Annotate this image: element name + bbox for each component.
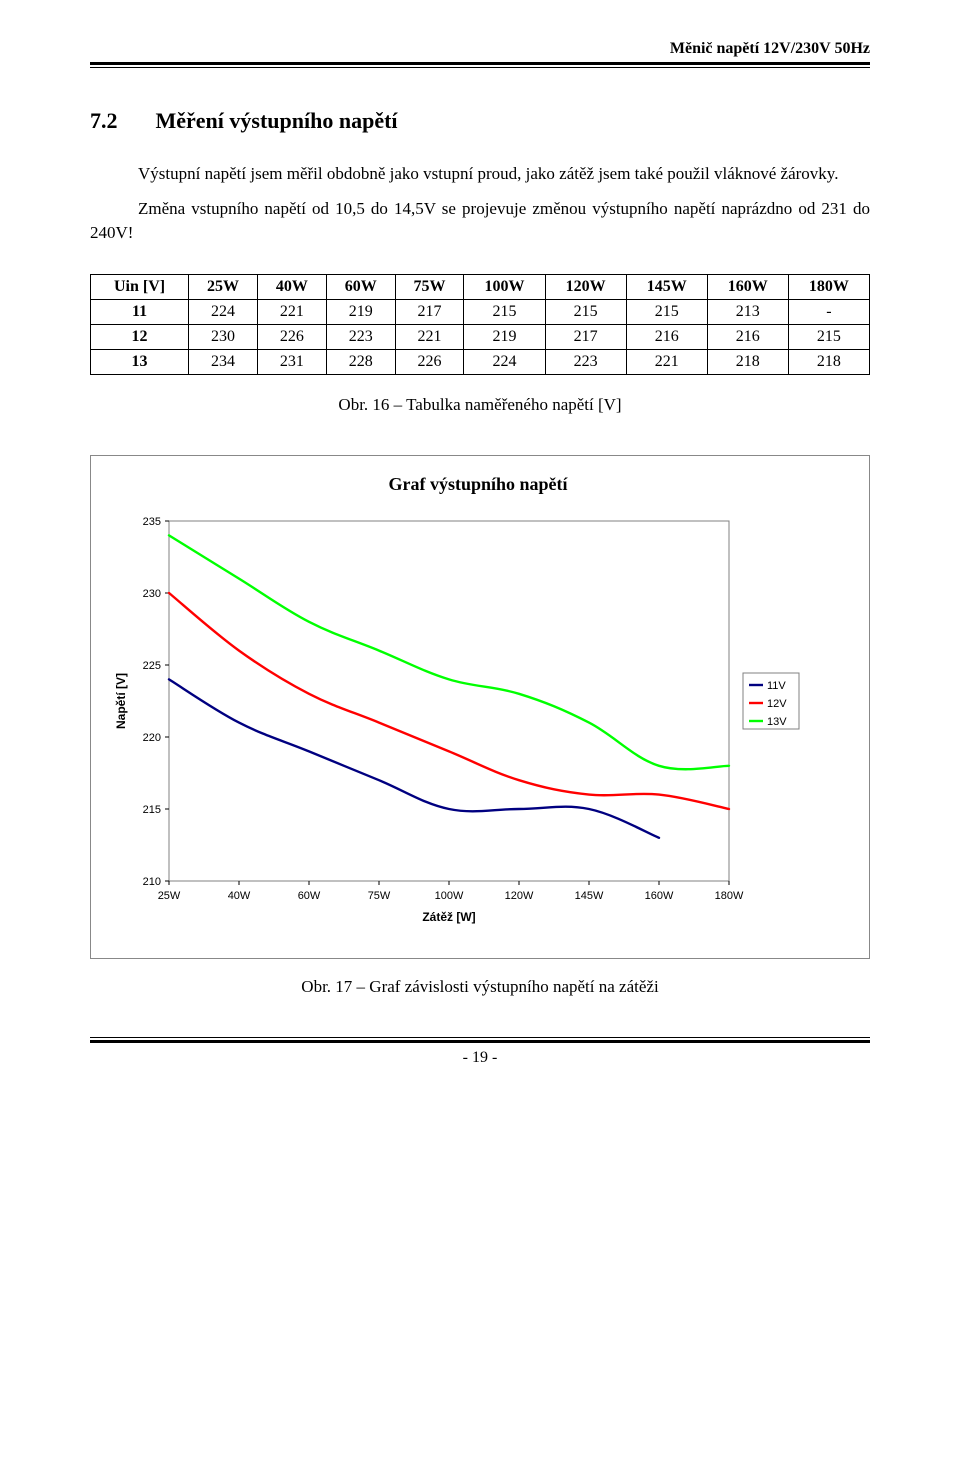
table-col-uin: Uin [V] [91, 274, 189, 299]
footer-rule [90, 1037, 870, 1043]
paragraph-2: Změna vstupního napětí od 10,5 do 14,5V … [90, 197, 870, 246]
svg-text:120W: 120W [505, 890, 534, 902]
chart-caption: Obr. 17 – Graf závislosti výstupního nap… [90, 977, 870, 997]
table-col-load: 60W [326, 274, 395, 299]
table-col-load: 180W [788, 274, 869, 299]
table-cell: 234 [189, 349, 258, 374]
table-col-load: 120W [545, 274, 626, 299]
svg-text:225: 225 [143, 660, 161, 672]
table-rowhead: 12 [91, 324, 189, 349]
svg-text:235: 235 [143, 516, 161, 528]
table-col-load: 100W [464, 274, 545, 299]
svg-text:40W: 40W [228, 890, 251, 902]
table-col-load: 75W [395, 274, 464, 299]
table-cell: - [788, 299, 869, 324]
chart-container: Graf výstupního napětí 210 215 220 225 230 23… [90, 455, 870, 959]
header-rule [90, 62, 870, 68]
table-col-load: 40W [257, 274, 326, 299]
svg-text:25W: 25W [158, 890, 181, 902]
table-cell: 226 [395, 349, 464, 374]
running-head: Měnič napětí 12V/230V 50Hz [90, 40, 870, 58]
table-row: 13234231228226224223221218218 [91, 349, 870, 374]
svg-text:60W: 60W [298, 890, 321, 902]
svg-text:Napětí [V]: Napětí [V] [114, 673, 128, 729]
table-cell: 216 [707, 324, 788, 349]
svg-text:180W: 180W [715, 890, 744, 902]
table-cell: 215 [545, 299, 626, 324]
table-row: 12230226223221219217216216215 [91, 324, 870, 349]
paragraph-1: Výstupní napětí jsem měřil obdobně jako … [90, 162, 870, 187]
svg-text:210: 210 [143, 876, 161, 888]
svg-text:12V: 12V [767, 698, 787, 710]
table-cell: 231 [257, 349, 326, 374]
svg-text:100W: 100W [435, 890, 464, 902]
svg-text:230: 230 [143, 588, 161, 600]
table-col-load: 25W [189, 274, 258, 299]
table-cell: 221 [395, 324, 464, 349]
voltage-table: Uin [V]25W40W60W75W100W120W145W160W180W … [90, 274, 870, 375]
table-cell: 215 [464, 299, 545, 324]
table-cell: 213 [707, 299, 788, 324]
table-cell: 219 [464, 324, 545, 349]
table-cell: 218 [788, 349, 869, 374]
section-number: 7.2 [90, 108, 150, 134]
table-cell: 226 [257, 324, 326, 349]
svg-text:Zátěž [W]: Zátěž [W] [422, 910, 475, 924]
table-cell: 221 [257, 299, 326, 324]
table-cell: 215 [626, 299, 707, 324]
table-cell: 230 [189, 324, 258, 349]
svg-text:75W: 75W [368, 890, 391, 902]
table-col-load: 160W [707, 274, 788, 299]
table-cell: 218 [707, 349, 788, 374]
chart-title: Graf výstupního napětí [105, 474, 851, 495]
table-cell: 215 [788, 324, 869, 349]
svg-text:11V: 11V [767, 680, 786, 692]
page: Měnič napětí 12V/230V 50Hz 7.2 Měření vý… [0, 0, 960, 1460]
svg-text:160W: 160W [645, 890, 674, 902]
table-caption: Obr. 16 – Tabulka naměřeného napětí [V] [90, 395, 870, 415]
svg-text:215: 215 [143, 804, 161, 816]
table-cell: 224 [189, 299, 258, 324]
table-rowhead: 11 [91, 299, 189, 324]
page-number: - 19 - [90, 1049, 870, 1067]
section-heading: 7.2 Měření výstupního napětí [90, 108, 870, 134]
table-cell: 228 [326, 349, 395, 374]
svg-text:220: 220 [143, 732, 161, 744]
section-title: Měření výstupního napětí [156, 108, 398, 133]
voltage-chart: 210 215 220 225 230 235 25W 40W 60W 75W 100W 120W 14… [105, 509, 825, 939]
svg-text:145W: 145W [575, 890, 604, 902]
table-row: 11224221219217215215215213- [91, 299, 870, 324]
svg-text:13V: 13V [767, 716, 787, 728]
table-cell: 216 [626, 324, 707, 349]
table-cell: 219 [326, 299, 395, 324]
table-col-load: 145W [626, 274, 707, 299]
table-cell: 224 [464, 349, 545, 374]
table-cell: 217 [545, 324, 626, 349]
table-rowhead: 13 [91, 349, 189, 374]
table-cell: 221 [626, 349, 707, 374]
table-cell: 223 [545, 349, 626, 374]
table-cell: 217 [395, 299, 464, 324]
table-cell: 223 [326, 324, 395, 349]
